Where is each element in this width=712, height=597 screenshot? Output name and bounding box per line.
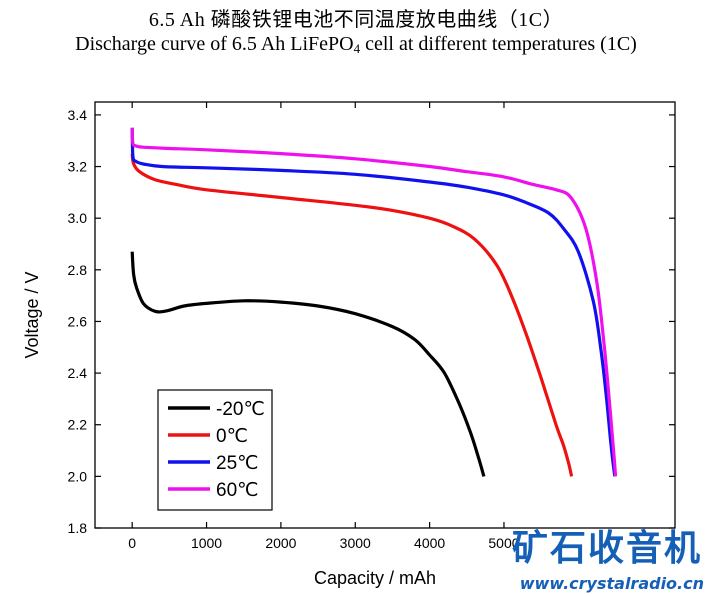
series-line-0	[130, 251, 486, 477]
series-line-1	[130, 153, 574, 477]
y-tick-label: 3.4	[68, 107, 88, 123]
x-tick-label: 2000	[265, 535, 296, 551]
title-en-main: Discharge curve of 6.5 Ah LiFePO	[75, 33, 354, 55]
y-tick-label: 1.8	[68, 520, 88, 536]
title-en-subscript: 4	[353, 41, 361, 56]
y-tick-label: 2.8	[68, 262, 88, 278]
legend-label: 25℃	[216, 453, 258, 474]
series-line-2	[130, 127, 617, 477]
y-axis-label: Voltage / V	[22, 271, 42, 358]
legend-label: 0℃	[216, 426, 248, 447]
legend-label: -20℃	[216, 399, 265, 420]
chart-title-english: Discharge curve of 6.5 Ah LiFePO4 cell a…	[0, 33, 712, 57]
y-tick-label: 2.6	[68, 313, 88, 329]
watermark-brand: 矿石收音机	[511, 528, 702, 569]
watermark-url: www.crystalradio.cn	[519, 574, 704, 593]
y-tick-label: 3.0	[68, 210, 88, 226]
x-tick-label: 4000	[414, 535, 445, 551]
y-tick-label: 2.4	[68, 365, 88, 381]
x-axis-label: Capacity / mAh	[314, 568, 436, 588]
y-tick-label: 3.2	[68, 159, 88, 175]
y-tick-label: 2.2	[68, 417, 88, 433]
y-tick-label: 2.0	[68, 468, 88, 484]
x-tick-label: 0	[128, 535, 136, 551]
chart-title-chinese: 6.5 Ah 磷酸铁锂电池不同温度放电曲线（1C）	[148, 9, 564, 31]
x-tick-label: 5000	[488, 535, 519, 551]
legend-label: 60℃	[216, 480, 258, 501]
x-tick-label: 1000	[191, 535, 222, 551]
plot-frame	[94, 101, 676, 529]
x-tick-label: 3000	[340, 535, 371, 551]
series-line-3	[130, 127, 618, 477]
title-en-tail: cell at different temperatures (1C)	[360, 33, 637, 55]
